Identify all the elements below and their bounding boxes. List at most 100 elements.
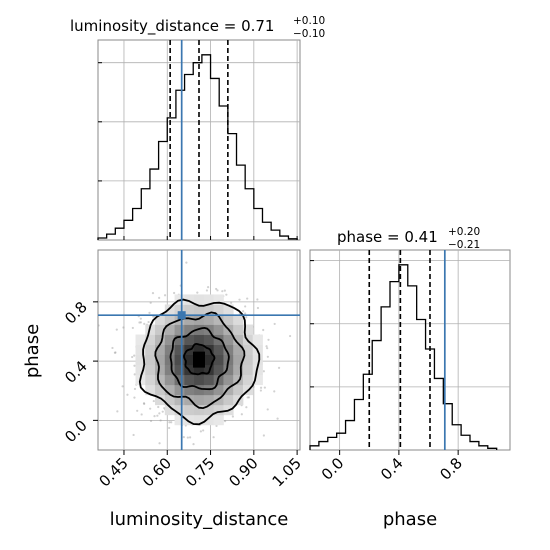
tick-label-luminosity-distance-4: 1.05: [269, 454, 305, 490]
contour-lines: [138, 298, 261, 426]
density-cell-12-4: [252, 374, 263, 386]
density-cell-3-6: [164, 354, 175, 366]
scatter-point-155: [131, 355, 134, 359]
scatter-point-110: [244, 312, 247, 315]
density-cell-8-11: [213, 304, 224, 315]
scatter-point-166: [265, 345, 268, 348]
scatter-point-139: [133, 364, 136, 367]
scatter-point-121: [121, 385, 124, 388]
density-cell-11-6: [242, 354, 254, 366]
scatter-point-309: [133, 373, 136, 376]
density-cell-8-1: [213, 404, 224, 416]
density-cell-1-3: [145, 384, 156, 396]
density-cell-4-6: [174, 354, 185, 366]
tick-label-phase-y-0: 0.0: [61, 416, 91, 446]
density-cell-9-10: [223, 314, 234, 325]
scatter-point-62: [245, 406, 248, 409]
scatter-point-189: [163, 407, 166, 410]
scatter-point-230: [262, 328, 265, 332]
density-cell-6-8: [194, 334, 205, 345]
scatter-point-149: [199, 430, 202, 433]
density-cell-11-4: [242, 374, 254, 386]
luminosity-distance-title-eq: =: [219, 17, 241, 35]
scatter-point-305: [182, 436, 185, 439]
density-cell-2-8: [155, 334, 166, 345]
density-cell-7-12: [203, 294, 215, 305]
x-axis-label-luminosity-distance: luminosity_distance: [110, 509, 289, 530]
density-cell-8-5: [213, 364, 224, 376]
scatter-point-77: [147, 320, 150, 324]
density-cell-3-5: [164, 364, 175, 376]
scatter-point-216: [244, 305, 247, 308]
scatter-point-202: [126, 393, 129, 396]
scatter-point-281: [153, 415, 156, 418]
axis-ticks: [93, 62, 459, 455]
scatter-point-307: [148, 311, 151, 314]
density-cell-2-10: [155, 314, 166, 325]
luminosity-distance-histogram-line: [97, 54, 298, 240]
density-cell-6-3: [194, 384, 205, 396]
density-cell-2-3: [155, 384, 166, 396]
scatter-point-97: [158, 412, 161, 415]
scatter-point-134: [230, 301, 233, 304]
density-cell-6-7: [194, 344, 205, 356]
scatter-point-66: [256, 306, 260, 310]
x-axis-label-phase: phase: [383, 509, 437, 530]
scatter-point-293: [111, 346, 114, 350]
density-cell-9-11: [223, 304, 234, 315]
luminosity-distance-title-upper: +0.10: [293, 15, 325, 27]
density-cell-9-7: [223, 344, 234, 356]
density-cell-8-0: [213, 414, 224, 426]
density-cell-3-11: [164, 304, 175, 315]
scatter-point-268: [133, 396, 136, 399]
scatter-point-64: [277, 366, 281, 369]
scatter-point-128: [133, 387, 137, 391]
phase-title-lower: −0.21: [448, 239, 480, 251]
density-cell-6-0: [194, 414, 205, 426]
tick-label-luminosity-distance-1: 0.60: [139, 454, 175, 490]
density-cell-4-3: [174, 384, 185, 396]
density-cell-3-10: [164, 314, 175, 325]
density-cell-4-11: [174, 304, 185, 315]
scatter-point-164: [152, 315, 155, 318]
phase-histogram: [309, 250, 498, 450]
density-cell-2-4: [155, 374, 166, 386]
luminosity-distance-title: luminosity_distance = 0.71: [70, 17, 274, 36]
density-cell-4-9: [174, 324, 185, 335]
scatter-point-69: [114, 351, 117, 354]
scatter-point-51: [247, 396, 251, 399]
density-cell-10-7: [233, 344, 244, 356]
density-cell-7-2: [203, 394, 215, 406]
density-cell-5-8: [184, 334, 195, 345]
density-cell-3-4: [164, 374, 175, 386]
scatter-point-30: [163, 294, 167, 297]
density-cell-4-2: [174, 394, 185, 406]
scatter-point-272: [246, 396, 249, 399]
scatter-point-168: [256, 298, 259, 301]
scatter-point-250: [139, 317, 142, 320]
phase-title-value: 0.41: [404, 228, 437, 246]
density-cell-6-1: [194, 404, 205, 416]
tick-label-luminosity-distance-0: 0.45: [95, 454, 131, 490]
density-cell-11-5: [242, 364, 254, 376]
scatter-point-321: [116, 410, 119, 413]
scatter-point-165: [215, 424, 218, 428]
density-cell-8-7: [213, 344, 224, 356]
scatter-point-90: [205, 289, 209, 292]
scatter-point-79: [186, 436, 189, 439]
scatter-point-49: [168, 421, 171, 424]
scatter-point-157: [173, 291, 176, 295]
density-cell-3-9: [164, 324, 175, 335]
density-cell-6-5: [194, 364, 205, 376]
scatter-point-271: [212, 436, 215, 439]
density-cell-1-5: [145, 364, 156, 376]
density-cell-10-6: [233, 354, 244, 366]
panel-bottom-left-frame: [97, 249, 301, 451]
density-cell-7-6: [203, 354, 215, 366]
density-cell-1-8: [145, 334, 156, 345]
density-cell-6-2: [194, 394, 205, 406]
density-cell-8-6: [213, 354, 224, 366]
density-cell-4-7: [174, 344, 185, 356]
scatter-point-206: [122, 326, 125, 329]
density-cell-7-0: [203, 414, 215, 426]
